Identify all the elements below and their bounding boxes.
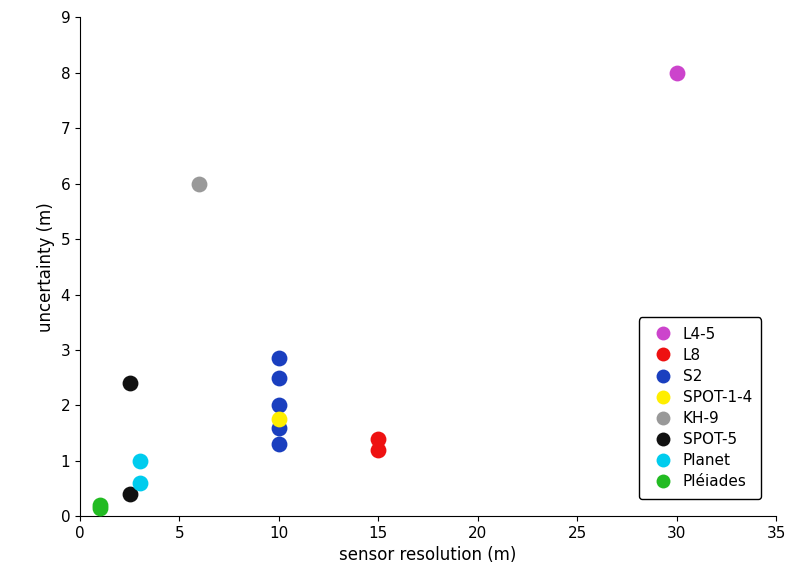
Pléiades: [94, 503, 106, 513]
SPOT-5: [123, 379, 136, 388]
L8: [372, 434, 385, 443]
X-axis label: sensor resolution (m): sensor resolution (m): [339, 546, 517, 564]
Planet: [134, 456, 146, 465]
L4-5: [670, 68, 683, 78]
S2: [273, 401, 286, 410]
S2: [273, 354, 286, 363]
S2: [273, 440, 286, 449]
S2: [273, 373, 286, 382]
L8: [372, 445, 385, 454]
Y-axis label: uncertainty (m): uncertainty (m): [37, 202, 55, 332]
KH-9: [193, 179, 206, 188]
S2: [273, 423, 286, 432]
Planet: [134, 478, 146, 488]
SPOT-5: [123, 490, 136, 499]
SPOT-1-4: [273, 415, 286, 424]
Legend: L4-5, L8, S2, SPOT-1-4, KH-9, SPOT-5, Planet, Pléiades: L4-5, L8, S2, SPOT-1-4, KH-9, SPOT-5, Pl…: [638, 317, 762, 499]
Pléiades: [94, 501, 106, 510]
